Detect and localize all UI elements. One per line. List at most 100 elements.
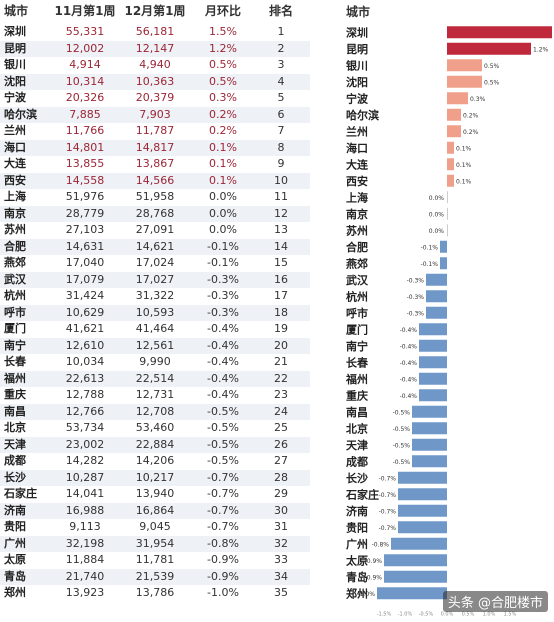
cell-dec: 31,954 [135,536,175,550]
cell-mom: -0.7% [207,470,239,484]
cell-dec: 56,181 [135,25,175,38]
chart-value-label: -0.1% [421,244,439,251]
cell-rank: 35 [274,586,288,599]
table-row: 沈阳 10,314 10,363 0.5% 4 [0,73,310,90]
table-row: 福州 22,613 22,514 -0.4% 22 [0,370,310,387]
cell-nov: 4,914 [69,58,101,71]
cell-mom: -0.9% [207,569,239,583]
chart-bar [412,455,447,468]
watermark: 头条 @合肥楼市 [442,591,548,612]
cell-mom: -0.4% [207,388,239,401]
chart-category-label: 西安 [346,174,368,188]
chart-category-label: 南昌 [346,405,368,419]
cell-city: 银川 [4,58,26,71]
chart-header-city: 城市 [346,4,370,19]
cell-rank: 7 [277,124,285,137]
cell-rank: 8 [277,140,285,154]
cell-mom: 0.1% [209,173,237,187]
table-row: 济南 16,988 16,864 -0.7% 30 [0,502,310,519]
cell-mom: 0.3% [209,91,237,104]
chart-value-label: 0.2% [463,129,479,136]
cell-dec: 20,379 [135,91,175,104]
cell-city: 太原 [4,553,26,566]
table-row: 天津 23,002 22,884 -0.5% 26 [0,436,310,453]
cell-city: 广州 [4,536,26,550]
cell-rank: 2 [277,41,285,55]
header-dec-week1: 12月第1周 [124,4,186,18]
cell-rank: 1 [277,25,285,38]
cell-mom: -0.3% [207,305,239,319]
table-row: 贵阳 9,113 9,045 -0.7% 31 [0,519,310,536]
chart-bar [447,75,482,88]
cell-rank: 3 [277,58,285,71]
cell-dec: 10,593 [135,305,175,319]
cell-nov: 55,331 [65,25,105,38]
chart-bar [398,471,447,484]
cell-nov: 9,113 [69,520,101,533]
cell-nov: 12,788 [65,388,105,401]
cell-rank: 30 [274,503,288,517]
cell-mom: -0.8% [207,536,239,550]
cell-rank: 23 [274,388,288,401]
chart-value-label: -0.4% [400,360,418,367]
cell-nov: 14,282 [65,454,105,467]
chart-category-label: 石家庄 [345,487,379,501]
cell-nov: 10,287 [65,470,105,484]
table-row: 西安 14,558 14,566 0.1% 10 [0,172,310,189]
cell-mom: 0.1% [209,157,237,170]
cell-mom: 0.0% [209,190,237,203]
cell-nov: 23,002 [65,437,105,451]
cell-mom: 0.5% [209,58,237,71]
chart-value-label: -0.5% [393,426,411,433]
cell-dec: 51,958 [135,190,175,203]
cell-rank: 22 [274,371,288,385]
cell-rank: 9 [277,157,285,170]
cell-rank: 33 [274,553,288,566]
chart-bar [447,174,454,187]
chart-category-label: 燕郊 [346,256,368,270]
cell-city: 宁波 [4,91,26,104]
cell-nov: 13,923 [65,586,105,599]
cell-rank: 20 [274,338,288,352]
cell-dec: 13,940 [135,487,175,500]
cell-dec: 21,539 [135,569,175,583]
cell-nov: 12,002 [65,41,105,55]
cell-nov: 53,734 [65,421,105,434]
cell-nov: 28,779 [65,206,105,220]
cell-dec: 12,708 [135,404,175,418]
table-row: 南昌 12,766 12,708 -0.5% 24 [0,403,310,420]
cell-dec: 7,903 [139,107,171,121]
chart-value-label: -0.4% [400,393,418,400]
chart-x-tick-label: 1.5% [504,612,517,618]
chart-value-label: 1.2% [533,46,549,53]
cell-mom: 1.5% [209,25,237,38]
cell-city: 南京 [4,206,26,220]
chart-value-label: 0.5% [484,79,500,86]
chart-category-label: 大连 [346,157,369,171]
chart-category-label: 昆明 [346,43,368,56]
cell-mom: -0.5% [207,421,239,434]
cell-city: 呼市 [4,305,26,319]
chart-value-label: -0.7% [379,508,397,515]
cell-mom: 1.2% [209,41,237,55]
table-row: 银川 4,914 4,940 0.5% 3 [0,57,310,74]
chart-category-label: 太原 [345,553,368,567]
chart-category-label: 兰州 [346,124,368,138]
chart-value-label: 0.3% [470,96,486,103]
cell-city: 贵阳 [4,520,26,533]
chart-bar [419,389,447,402]
chart-bar [412,405,447,418]
cell-rank: 4 [277,74,285,88]
chart-category-label: 哈尔滨 [346,108,379,122]
cell-nov: 12,610 [65,338,105,352]
cell-city: 昆明 [4,41,26,55]
chart-bar [447,108,461,121]
cell-city: 成都 [4,454,26,467]
chart-category-label: 贵阳 [346,520,368,534]
cell-rank: 32 [274,536,288,550]
cell-dec: 11,781 [135,553,175,566]
chart-value-label: -0.5% [393,459,411,466]
cell-mom: -0.5% [207,454,239,467]
cell-nov: 11,766 [65,124,105,137]
